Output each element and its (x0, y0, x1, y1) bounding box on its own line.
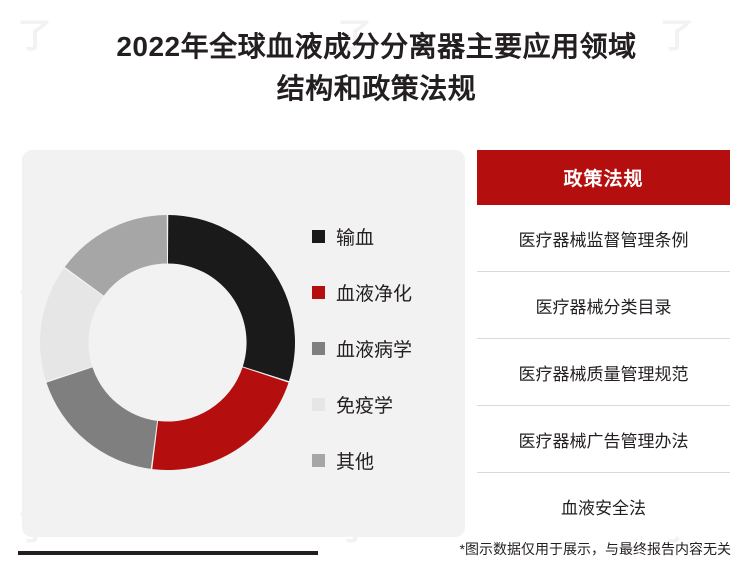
title-line-2: 结构和政策法规 (276, 73, 477, 104)
table-row: 医疗器械质量管理规范 (477, 339, 730, 406)
legend-label: 其他 (336, 451, 375, 473)
legend-label: 免疫学 (336, 395, 394, 417)
donut-slice (152, 367, 289, 470)
legend-item: 血液病学 (312, 320, 462, 376)
legend-swatch-icon (312, 341, 325, 355)
donut-chart-svg (40, 215, 295, 470)
donut-chart-panel: 输血血液净化血液病学免疫学其他 (22, 150, 465, 537)
legend-swatch-icon (312, 229, 325, 243)
legend-item: 免疫学 (312, 376, 462, 432)
footnote: *图示数据仅用于展示，与最终报告内容无关 (459, 541, 731, 557)
legend-label: 血液病学 (336, 339, 413, 361)
legend-swatch-icon (312, 397, 325, 411)
legend-label: 输血 (336, 227, 375, 249)
donut-slice (64, 215, 168, 296)
donut-chart (40, 215, 295, 470)
legend-item: 其他 (312, 432, 462, 488)
title-line-1: 2022年全球血液成分分离器主要应用领域 (116, 31, 637, 62)
policy-table-body: 医疗器械监督管理条例 医疗器械分类目录 医疗器械质量管理规范 医疗器械广告管理办法血液… (477, 205, 730, 539)
legend-item: 血液净化 (312, 264, 462, 320)
footer-divider (18, 551, 318, 555)
table-row: 血液安全法 (561, 498, 646, 518)
legend-label: 血液净化 (336, 283, 413, 305)
legend-swatch-icon (312, 285, 325, 299)
donut-slice (46, 367, 158, 469)
policy-table-header: 政策法规 (477, 150, 730, 205)
chart-legend: 输血血液净化血液病学免疫学其他 (312, 208, 462, 488)
table-row: 医疗器械监督管理条例 (477, 205, 730, 272)
donut-slice (40, 268, 104, 382)
legend-swatch-icon (312, 453, 325, 467)
table-row: 医疗器械分类目录 (477, 272, 730, 339)
legend-item: 输血 (312, 208, 462, 264)
donut-slice (167, 215, 295, 382)
policy-table: 政策法规 医疗器械监督管理条例 医疗器械分类目录 医疗器械质量管理规范 医疗器械广告管… (477, 150, 730, 537)
table-row: 医疗器械广告管理办法 (477, 406, 730, 473)
page-title: 2022年全球血液成分分离器主要应用领域 结构和政策法规 (0, 26, 753, 110)
